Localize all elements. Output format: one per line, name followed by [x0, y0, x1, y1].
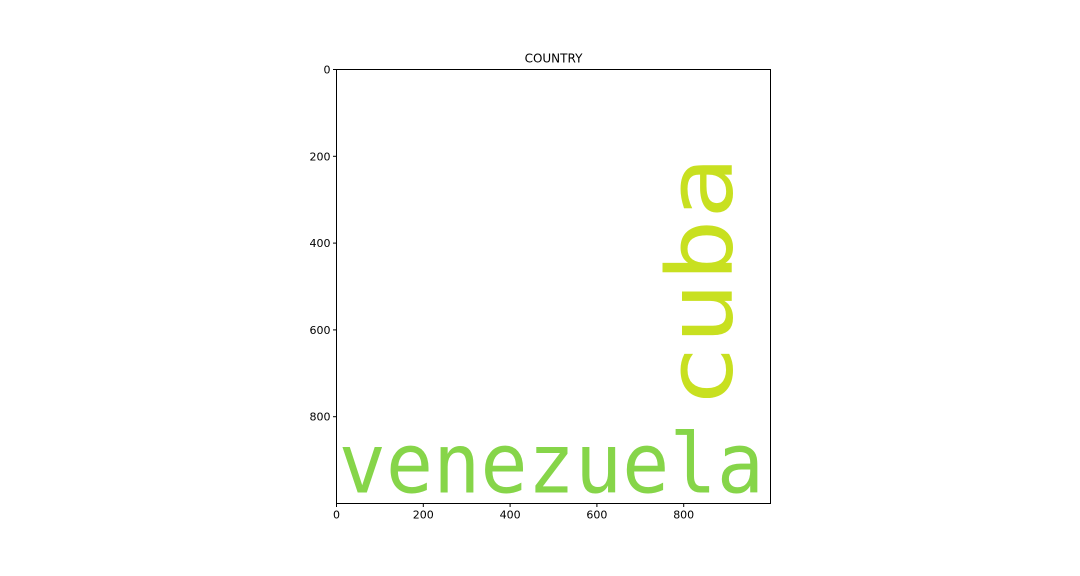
y-tick-label: 200 [310, 150, 331, 163]
y-tick-label: 400 [310, 237, 331, 250]
x-tick-label: 0 [333, 509, 340, 522]
y-tick-label: 600 [310, 324, 331, 337]
plot-frame [336, 69, 771, 504]
x-tick-label: 600 [586, 509, 607, 522]
y-tick-label: 800 [310, 411, 331, 424]
y-tick-label: 0 [324, 64, 331, 77]
y-axis: 0 200 400 600 800 [310, 64, 337, 424]
x-tick-label: 800 [673, 509, 694, 522]
word-cuba: cuba [647, 156, 753, 408]
chart-title: COUNTRY [525, 52, 583, 66]
x-tick-label: 200 [413, 509, 434, 522]
x-axis: 0 200 400 600 800 [333, 503, 694, 522]
word-venezuela: venezuela [339, 417, 764, 513]
x-tick-label: 400 [500, 509, 521, 522]
